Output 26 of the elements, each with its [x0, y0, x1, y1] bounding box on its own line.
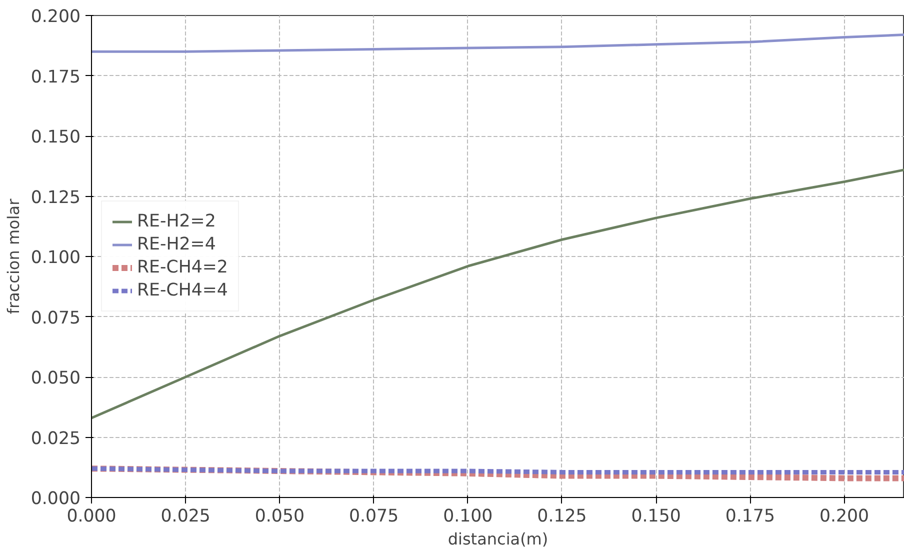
x-tick-label: 0.150	[631, 506, 681, 526]
legend-label: RE-H2=2	[137, 212, 216, 232]
y-tick-label: 0.200	[30, 7, 81, 27]
x-tick-label: 0.025	[160, 506, 210, 526]
x-tick-label: 0.100	[443, 506, 493, 526]
legend-label: RE-H2=4	[137, 234, 216, 254]
x-tick-label: 0.075	[348, 506, 399, 526]
legend-label: RE-CH4=4	[137, 280, 228, 300]
x-tick-label: 0.175	[725, 506, 775, 526]
line-series	[92, 168, 904, 420]
y-tick-label: 0.025	[30, 428, 81, 449]
line-series	[92, 34, 904, 53]
y-tick-label: 0.125	[30, 188, 81, 208]
y-tick-label: 0.150	[30, 128, 81, 148]
x-tick-label: 0.050	[254, 506, 304, 526]
x-axis-title: distancia(m)	[448, 530, 548, 548]
y-tick-label: 0.000	[30, 489, 81, 509]
y-axis-title: fraccion molar	[4, 198, 23, 314]
y-tick-label: 0.100	[30, 248, 81, 268]
x-tick-label: 0.200	[819, 506, 870, 526]
y-tick-label: 0.175	[30, 67, 81, 88]
y-tick-label: 0.075	[30, 308, 81, 328]
y-tick-label: 0.050	[30, 368, 81, 388]
x-tick-label: 0.000	[66, 506, 116, 526]
legend-label: RE-CH4=2	[137, 258, 228, 278]
x-tick-label: 0.125	[537, 506, 587, 526]
